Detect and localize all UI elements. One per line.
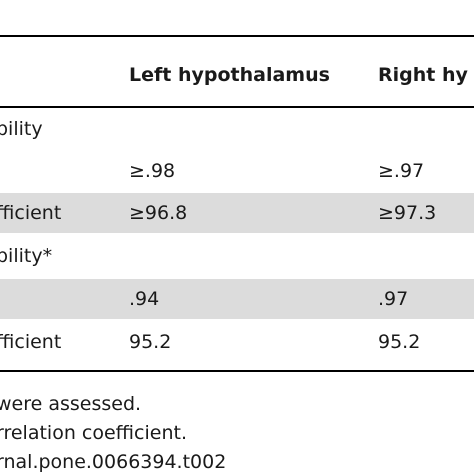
top-rule (0, 35, 474, 37)
row-label: bility (0, 118, 43, 140)
table-row: .94 .97 (0, 279, 474, 319)
cell-right-value: ≥.97 (378, 160, 425, 182)
table-row: fficient ≥96.8 ≥97.3 (0, 193, 474, 233)
cell-right-value: .97 (378, 288, 409, 310)
table-row: ≥.98 ≥.97 (0, 151, 474, 191)
header-rule (0, 106, 474, 108)
header-right-hypothalamus: Right hy (378, 64, 468, 86)
row-label: fficient (0, 331, 62, 353)
footnote: rnal.pone.0066394.t002 (0, 451, 227, 473)
table-header-row: Left hypothalamus Right hy (0, 55, 474, 95)
row-label: bility* (0, 245, 53, 267)
cell-left-value: .94 (129, 288, 160, 310)
header-left-hypothalamus: Left hypothalamus (129, 64, 330, 86)
cell-right-value: ≥97.3 (378, 202, 437, 224)
footnote: were assessed. (0, 393, 142, 415)
table-row: bility (0, 109, 474, 149)
cell-left-value: ≥96.8 (129, 202, 188, 224)
bottom-rule (0, 370, 474, 372)
cell-left-value: 95.2 (129, 331, 172, 353)
table-row: fficient 95.2 95.2 (0, 322, 474, 362)
cell-left-value: ≥.98 (129, 160, 176, 182)
cell-right-value: 95.2 (378, 331, 421, 353)
table-row: bility* (0, 236, 474, 276)
footnote: rrelation coefficient. (0, 422, 187, 444)
row-label: fficient (0, 202, 62, 224)
